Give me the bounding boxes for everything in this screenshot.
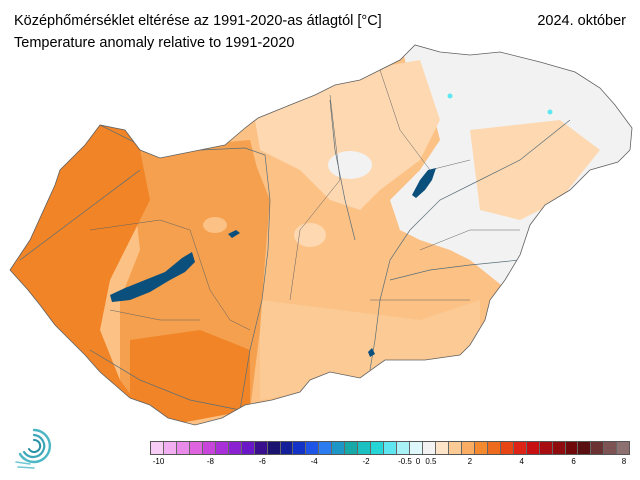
map-title-english: Temperature anomaly relative to 1991-202… <box>14 35 295 51</box>
cold-spot <box>547 109 553 115</box>
map-title-hungarian: Középhőmérséklet eltérése az 1991-2020-a… <box>14 13 382 29</box>
legend-swatch <box>513 442 527 454</box>
river-drava <box>89 349 241 411</box>
legend-swatch <box>448 442 462 454</box>
legend-swatch <box>293 442 307 454</box>
legend-swatch <box>474 442 488 454</box>
legend-swatch <box>306 442 320 454</box>
legend-swatch <box>435 442 449 454</box>
legend-tick-label: -4 <box>310 457 318 466</box>
legend-swatch <box>332 442 346 454</box>
lake-velence <box>228 230 240 238</box>
legend-swatch <box>267 442 281 454</box>
legend-swatch <box>617 442 630 454</box>
zone-south-transdanubia <box>130 330 250 425</box>
legend-tick-label: 6 <box>571 457 576 466</box>
lake-szeged <box>368 348 375 357</box>
legend-swatch <box>423 442 436 454</box>
legend-swatch <box>215 442 229 454</box>
legend-tick-label: 0 <box>415 457 421 466</box>
legend-swatch <box>591 442 605 454</box>
legend-swatch <box>604 442 618 454</box>
legend-tick-label: -2 <box>362 457 370 466</box>
legend-swatch <box>565 442 579 454</box>
lake-balaton <box>110 252 195 302</box>
omsz-swirl-logo-icon <box>15 428 52 469</box>
legend-swatch <box>461 442 475 454</box>
zone-spot <box>203 217 227 233</box>
legend-swatch <box>151 442 164 454</box>
legend-tick-labels: -10 -8 -6 -4 -2 -0.5 0 0.5 2 4 6 8 <box>150 455 630 471</box>
legend-swatch <box>163 442 177 454</box>
river-tisza <box>369 119 571 371</box>
legend-swatch <box>189 442 203 454</box>
legend-swatch <box>358 442 372 454</box>
legend-swatch <box>345 442 359 454</box>
color-legend: -10 -8 -6 -4 -2 -0.5 0 0.5 2 4 6 8 <box>150 441 634 477</box>
legend-swatch <box>410 442 424 454</box>
legend-swatch <box>552 442 566 454</box>
legend-tick-label: 4 <box>519 457 524 466</box>
legend-tick-label: 2 <box>467 457 473 466</box>
legend-swatch <box>254 442 268 454</box>
legend-swatch <box>371 442 385 454</box>
legend-swatch <box>487 442 501 454</box>
legend-swatch <box>500 442 514 454</box>
legend-color-bar <box>150 441 630 455</box>
legend-swatch <box>241 442 255 454</box>
zone-spot <box>328 151 372 179</box>
legend-tick-label: -10 <box>152 457 165 466</box>
legend-swatch <box>319 442 333 454</box>
zone-spot <box>294 223 326 247</box>
river-zagyva <box>329 99 356 241</box>
legend-swatch <box>176 442 190 454</box>
legend-swatch <box>397 442 411 454</box>
cold-spot <box>447 93 453 99</box>
river-raba <box>19 169 141 261</box>
legend-swatch <box>384 442 398 454</box>
anomaly-map <box>9 44 633 426</box>
country-border <box>9 44 633 426</box>
county-borders <box>89 69 520 331</box>
legend-tick-label: -8 <box>206 457 214 466</box>
legend-tick-label: 8 <box>621 457 627 466</box>
lake-tisza <box>412 168 436 198</box>
legend-swatch <box>228 442 242 454</box>
legend-tick-label: -0.5 <box>398 457 412 466</box>
legend-tick-label: 0.5 <box>425 457 437 466</box>
legend-swatch <box>539 442 553 454</box>
legend-swatch <box>280 442 294 454</box>
legend-swatch <box>526 442 540 454</box>
legend-swatch <box>578 442 592 454</box>
river-koros <box>389 259 521 281</box>
zone-east-patch <box>470 120 600 220</box>
legend-tick-label: -6 <box>258 457 266 466</box>
legend-swatch <box>202 442 216 454</box>
period-label: 2024. október <box>537 13 626 29</box>
